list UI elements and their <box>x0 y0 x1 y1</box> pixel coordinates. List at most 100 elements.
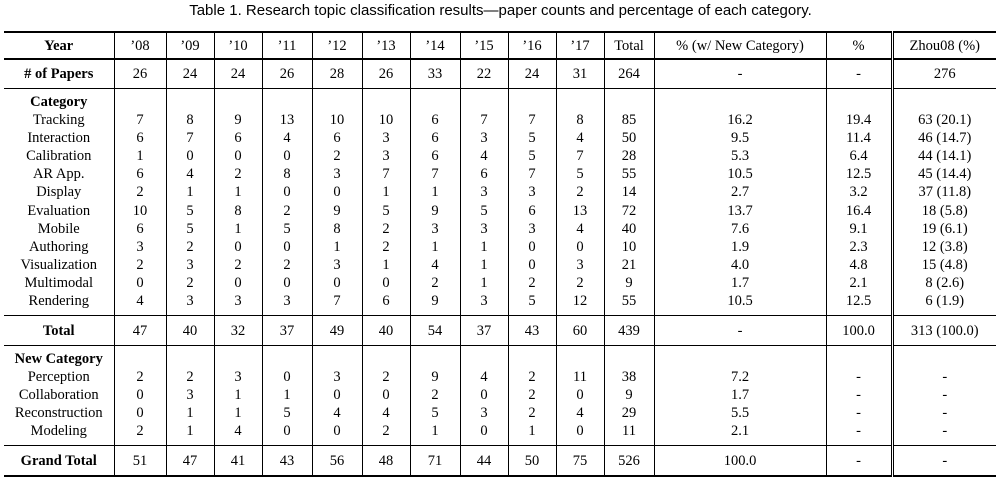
table-cell: 50 <box>507 445 556 478</box>
table-cell: 18 (5.8) <box>890 201 996 220</box>
row-label: # of Papers <box>4 58 114 89</box>
table-cell: 3 <box>459 183 508 202</box>
table-cell: - <box>653 58 826 89</box>
table-cell: 3 <box>213 291 262 316</box>
table-cell: 9 <box>213 111 262 130</box>
table-cell: 100.0 <box>825 315 892 346</box>
table-cell: 6 <box>459 165 508 184</box>
table-cell: 16.2 <box>653 111 826 130</box>
table-cell: 2 <box>507 368 556 387</box>
table-cell: 6 <box>113 165 166 184</box>
row-label: Collaboration <box>18 387 99 404</box>
table-cell: 47 <box>165 445 214 478</box>
table-cell: 0 <box>311 386 362 405</box>
table-cell: 3 <box>213 368 262 387</box>
table-cell: 8 <box>165 111 214 130</box>
table-cell: 2 <box>507 386 556 405</box>
table-cell: - <box>825 445 892 478</box>
table-cell: 51 <box>113 445 166 478</box>
table-cell: 3 <box>507 183 556 202</box>
table-cell: 47 <box>113 315 166 346</box>
row-label: Year <box>4 31 114 59</box>
table-cell: 0 <box>261 237 312 256</box>
table-cell: 1 <box>361 255 410 274</box>
table-cell: 2 <box>261 255 312 274</box>
row-label: Mobile <box>37 220 80 237</box>
table-cell: 11 <box>555 368 604 387</box>
table-cell: 0 <box>261 368 312 387</box>
table-cell: 1 <box>459 237 508 256</box>
row-label: Modeling <box>30 423 87 440</box>
table-cell: 5 <box>165 219 214 238</box>
table-cell: 4.0 <box>653 255 826 274</box>
table-cell: 6 <box>361 291 410 316</box>
table-cell: ’11 <box>261 31 312 59</box>
table-cell: 1 <box>459 273 508 292</box>
table-cell: 49 <box>311 315 362 346</box>
table-cell: 2 <box>409 386 460 405</box>
table-cell: 0 <box>261 422 312 446</box>
table-cell: 7 <box>555 147 604 166</box>
table-cell: 4 <box>311 404 362 423</box>
table-cell: 12.5 <box>825 165 892 184</box>
row-label: Evaluation <box>27 202 91 219</box>
table-cell: 3 <box>459 129 508 148</box>
table-cell: 4 <box>361 404 410 423</box>
table-cell: 0 <box>113 404 166 423</box>
category-row: Mobile 6 5 1 5 8 2 3 3 3 4 40 7.6 9.1 19 (6.1) <box>4 219 996 238</box>
table-cell: 0 <box>459 422 508 446</box>
table-cell: - <box>890 445 996 478</box>
table-cell: 9 <box>603 273 654 292</box>
category-row: Calibration 1 0 0 0 2 3 6 4 5 7 28 5.3 6.4 44 (14.1) <box>4 147 996 166</box>
table-cell: 3 <box>261 291 312 316</box>
table-cell: 6.4 <box>825 147 892 166</box>
table-cell: 0 <box>213 237 262 256</box>
table-cell: 3 <box>311 255 362 274</box>
table-cell: 439 <box>603 315 654 346</box>
table-cell: 1 <box>507 422 556 446</box>
table-cell: 2 <box>113 368 166 387</box>
table-cell: 7 <box>361 165 410 184</box>
table-cell: 6 <box>409 111 460 130</box>
table-cell: 7.6 <box>653 219 826 238</box>
table-cell: 8 <box>261 165 312 184</box>
table-cell: 2 <box>165 273 214 292</box>
table-cell: 6 (1.9) <box>890 291 996 316</box>
table-cell: 48 <box>361 445 410 478</box>
table-cell: 0 <box>459 386 508 405</box>
table-cell: 24 <box>165 58 214 89</box>
table-cell: 21 <box>603 255 654 274</box>
table-cell: - <box>825 386 892 405</box>
table-cell: 28 <box>311 58 362 89</box>
table-cell: 5.5 <box>653 404 826 423</box>
new-category-heading-row: New Category <box>4 345 996 369</box>
table-cell: 2.3 <box>825 237 892 256</box>
section-heading: New Category <box>4 345 114 369</box>
table-cell: 1.9 <box>653 237 826 256</box>
papers-row: # of Papers 26 24 24 26 28 26 33 22 24 31 264- -276 <box>4 58 996 89</box>
table-cell: 0 <box>555 237 604 256</box>
table-cell: 0 <box>555 422 604 446</box>
table-cell: 2.7 <box>653 183 826 202</box>
table-cell: 10 <box>113 201 166 220</box>
table-cell: 4 <box>555 219 604 238</box>
table-cell: 40 <box>361 315 410 346</box>
table-cell: 5 <box>507 147 556 166</box>
table-cell: 2 <box>165 368 214 387</box>
table-cell: 0 <box>261 183 312 202</box>
table-cell: 16.4 <box>825 201 892 220</box>
table-cell: 2 <box>361 219 410 238</box>
table-cell: 3 <box>459 291 508 316</box>
table-cell: 7.2 <box>653 368 826 387</box>
table-cell: 75 <box>555 445 604 478</box>
table-cell: 31 <box>555 58 604 89</box>
table-cell: 4 <box>459 368 508 387</box>
table-cell: 0 <box>261 273 312 292</box>
table-cell: ’13 <box>361 31 410 59</box>
table-cell: 3 <box>459 404 508 423</box>
table-cell: 9 <box>603 386 654 405</box>
table-cell: 1 <box>113 147 166 166</box>
table-cell: 1 <box>261 386 312 405</box>
row-label: Tracking <box>32 112 85 129</box>
table-cell: 3 <box>311 368 362 387</box>
